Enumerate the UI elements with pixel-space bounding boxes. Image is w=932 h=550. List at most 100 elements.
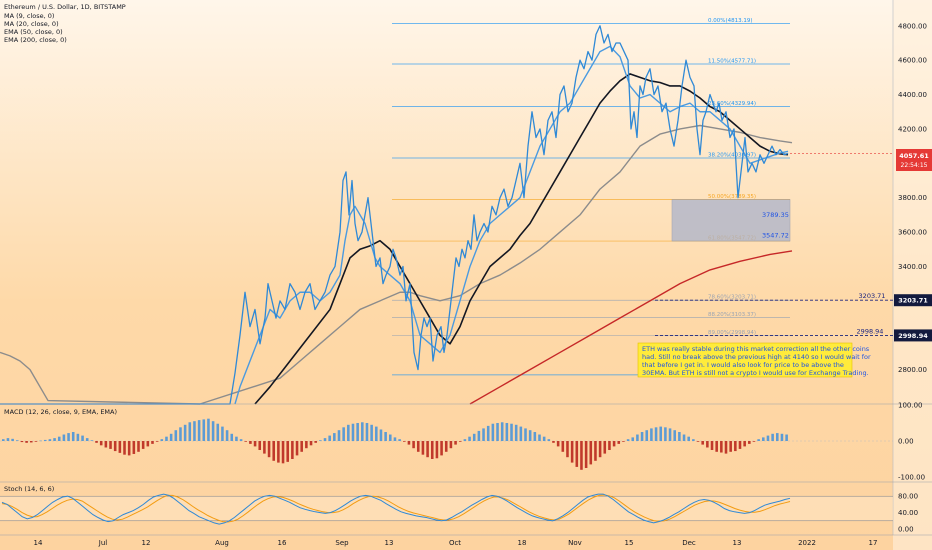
macd-histogram-bar — [393, 437, 397, 441]
macd-histogram-bar — [692, 439, 695, 441]
macd-histogram-bar — [430, 441, 434, 459]
macd-histogram-bar — [575, 441, 579, 467]
macd-histogram-bar — [2, 439, 5, 441]
price-axis-background — [893, 0, 932, 550]
macd-histogram-bar — [580, 441, 583, 470]
indicator-label-ma20[interactable]: MA (20, close, 0) — [4, 20, 59, 28]
macd-histogram-bar — [668, 428, 672, 441]
macd-histogram-bar — [225, 430, 229, 441]
macd-histogram-bar — [90, 440, 94, 441]
macd-histogram-bar — [132, 441, 136, 454]
macd-histogram-bar — [594, 441, 597, 461]
time-tick-label: Sep — [335, 539, 349, 547]
time-tick-label: 13 — [385, 539, 394, 547]
macd-histogram-bar — [748, 441, 751, 444]
macd-histogram-bar — [235, 436, 238, 441]
macd-histogram-bar — [211, 421, 215, 441]
macd-histogram-bar — [738, 441, 742, 449]
stoch-title[interactable]: Stoch (14, 6, 6) — [4, 485, 54, 493]
macd-histogram-bar — [183, 424, 187, 441]
macd-histogram-bar — [370, 424, 373, 441]
stoch-tick-label: 40.00 — [898, 509, 918, 517]
fib-level-label: 11.50%(4577.71) — [708, 59, 756, 65]
macd-histogram-bar — [505, 423, 509, 441]
macd-histogram-bar — [43, 439, 47, 441]
macd-histogram-bar — [435, 441, 439, 459]
zone-top-label: 3789.35 — [762, 211, 789, 219]
time-tick-label: 13 — [733, 539, 742, 547]
macd-histogram-bar — [375, 426, 378, 441]
macd-histogram-bar — [188, 422, 192, 441]
macd-histogram-bar — [62, 434, 66, 441]
macd-histogram-bar — [300, 441, 303, 452]
macd-histogram-bar — [458, 441, 462, 442]
macd-histogram-bar — [169, 433, 173, 441]
indicator-label-ema50[interactable]: EMA (50, close, 0) — [4, 28, 63, 36]
macd-histogram-bar — [81, 435, 84, 441]
note-line-4: 30EMA. But ETH is still not a crypto I w… — [642, 369, 869, 377]
macd-tick-label: 100.00 — [898, 402, 923, 410]
indicator-label-ema200[interactable]: EMA (200, close, 0) — [4, 36, 67, 44]
macd-histogram-bar — [682, 434, 686, 441]
fib-level-label: 89.00%(2998.94) — [708, 330, 756, 336]
macd-histogram-bar — [491, 423, 495, 441]
fib-level-label: 38.20%(4030.97) — [708, 152, 756, 158]
macd-histogram-bar — [673, 430, 676, 441]
macd-histogram-bar — [645, 430, 649, 441]
stoch-tick-label: 80.00 — [898, 493, 918, 501]
macd-histogram-bar — [538, 434, 541, 441]
macd-histogram-bar — [281, 441, 285, 464]
macd-pane: 100.00 0.00 -100.00 — [0, 402, 932, 482]
macd-histogram-bar — [39, 440, 42, 442]
macd-histogram-bar — [631, 437, 635, 441]
stoch-pane: 80.00 40.00 0.00 — [0, 481, 932, 534]
macd-histogram-bar — [449, 441, 453, 449]
macd-histogram-bar — [771, 433, 774, 441]
macd-histogram-bar — [263, 441, 266, 454]
fib-level-label: 50.00%(3789.35) — [708, 194, 756, 200]
macd-histogram-bar — [249, 441, 252, 444]
macd-histogram-bar — [85, 438, 89, 441]
macd-histogram-bar — [104, 441, 108, 448]
stoch-k-line — [1, 493, 791, 525]
macd-histogram-bar — [277, 441, 280, 463]
ma9-line — [234, 45, 789, 405]
macd-histogram-bar — [29, 441, 33, 443]
macd-histogram-bar — [333, 433, 336, 441]
macd-histogram-bar — [216, 423, 220, 441]
macd-histogram-bar — [701, 441, 704, 445]
macd-histogram-bar — [734, 441, 737, 452]
macd-histogram-bar — [137, 441, 140, 452]
macd-title[interactable]: MACD (12, 26, close, 9, EMA, EMA) — [4, 408, 117, 416]
price-tick-label: 3400.00 — [898, 263, 927, 271]
annotation-note[interactable]: ETH was really stable during this market… — [637, 342, 871, 378]
macd-histogram-bar — [272, 441, 276, 461]
macd-histogram-bar — [440, 441, 443, 456]
macd-histogram-bar — [715, 441, 718, 452]
bar-countdown: 22:54:15 — [901, 162, 928, 169]
macd-histogram-bar — [25, 441, 28, 443]
macd-histogram-bar — [603, 441, 607, 454]
macd-histogram-bar — [468, 436, 471, 441]
macd-histogram-bar — [729, 441, 732, 452]
time-tick-label: 18 — [518, 539, 527, 547]
macd-histogram-bar — [696, 441, 700, 442]
macd-histogram-bar — [444, 441, 448, 452]
macd-histogram-bar — [15, 440, 19, 441]
price-line — [0, 25, 789, 405]
macd-histogram-bar — [146, 441, 150, 447]
macd-histogram-bar — [785, 434, 788, 441]
x-axis: 14 Jul 12 Aug 16 Sep 13 Oct 18 Nov 15 Dec 13 2022 17 — [0, 534, 932, 547]
macd-histogram-bar — [305, 441, 308, 449]
macd-histogram-bar — [524, 428, 527, 441]
macd-histogram-bar — [99, 441, 103, 446]
macd-histogram-bar — [556, 441, 560, 447]
indicator-label-ma9[interactable]: MA (9, close, 0) — [4, 12, 54, 20]
macd-histogram-bar — [617, 441, 621, 444]
macd-histogram-bar — [496, 423, 499, 441]
macd-histogram-bar — [155, 441, 159, 442]
level-tag-label: 3203.71 — [898, 297, 928, 305]
macd-histogram-bar — [407, 441, 411, 445]
macd-histogram-bar — [720, 441, 723, 453]
fib-level-label: 78.60%(3203.71) — [708, 295, 756, 301]
